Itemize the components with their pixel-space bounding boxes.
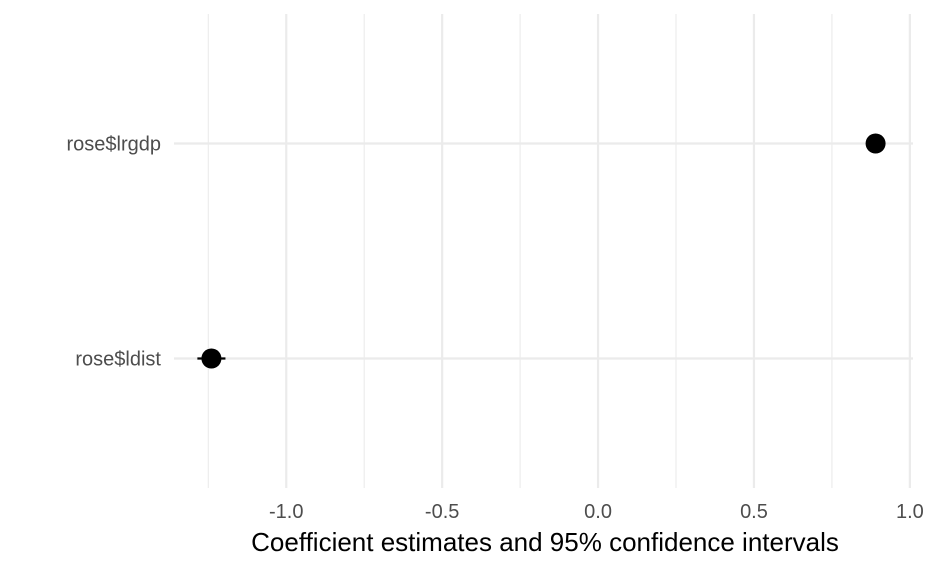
x-tick-label-0: -1.0 <box>269 501 303 523</box>
x-axis-title: Coefficient estimates and 95% confidence… <box>251 527 839 557</box>
y-category-label-0: rose$lrgdp <box>66 134 161 156</box>
y-category-label-1: rose$ldist <box>75 349 161 371</box>
labels-layer: -1.0 -0.5 0.0 0.5 1.0 rose$lrgdp rose$ldist <box>66 134 923 524</box>
estimate-point-0 <box>865 133 886 154</box>
x-tick-label-2: 0.0 <box>584 501 612 523</box>
x-tick-label-1: -0.5 <box>425 501 459 523</box>
estimate-point-1 <box>201 348 222 369</box>
x-tick-label-3: 0.5 <box>740 501 768 523</box>
grid-layer <box>174 14 913 488</box>
x-tick-label-4: 1.0 <box>896 501 924 523</box>
marks-layer <box>197 133 886 369</box>
